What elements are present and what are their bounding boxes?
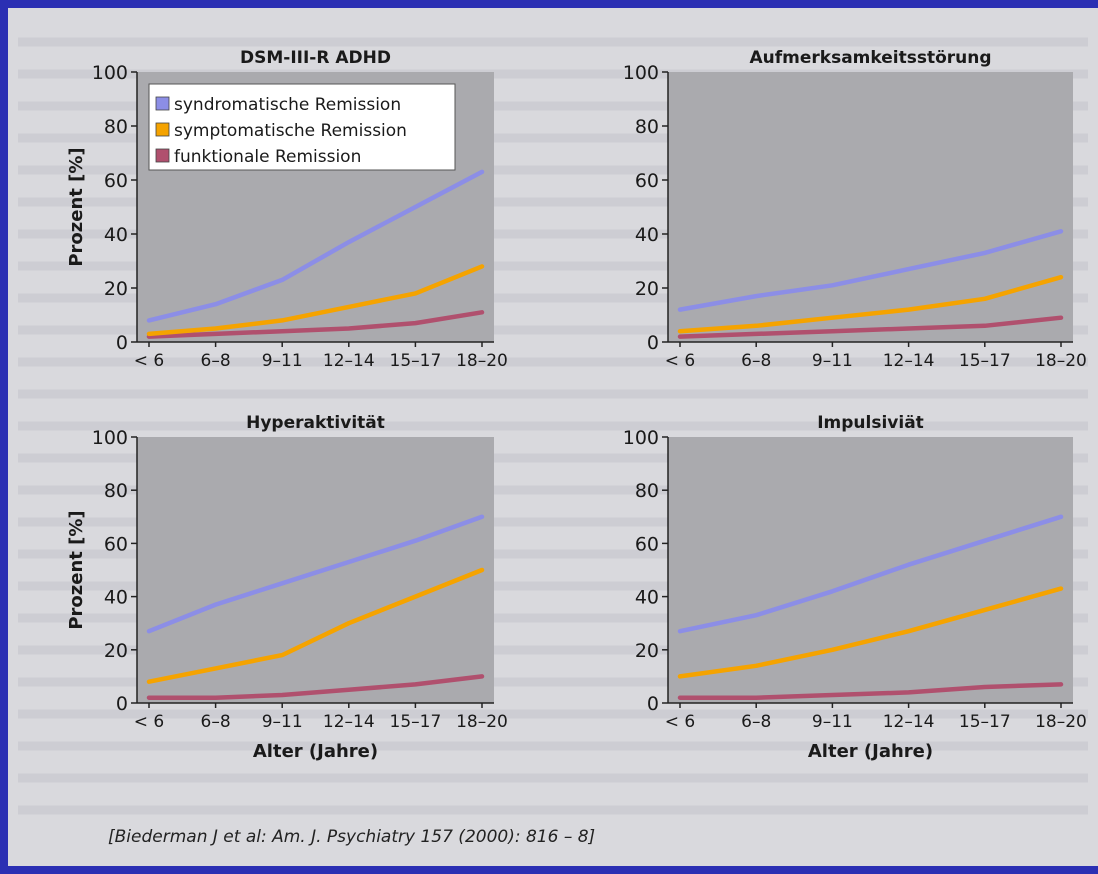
legend: syndromatische Remission symptomatische R… <box>148 83 456 171</box>
y-tick-label: 40 <box>635 224 659 246</box>
legend-entry: symptomatische Remission <box>174 121 407 141</box>
x-tick-label: 12–14 <box>883 351 935 371</box>
y-tick-label: 40 <box>635 587 659 609</box>
y-tick-label: 100 <box>623 62 659 84</box>
series-line-2 <box>677 274 1064 334</box>
chart-3: 0 20 40 60 80 100 < 6 6–8 9–11 12–14 15–17 18–20 Hyp… <box>66 413 508 762</box>
y-tick-label: 40 <box>104 587 128 609</box>
x-tick-label: < 6 <box>665 712 695 732</box>
x-tick-label: 6–8 <box>201 712 231 732</box>
x-axis-label: Alter (Jahre) <box>253 741 378 762</box>
x-tick-label: 6–8 <box>741 712 771 732</box>
x-tick-label: 15–17 <box>959 351 1011 371</box>
chart-1: 0 20 40 60 80 100 < 6 6–8 9–11 12–14 15–17 18–20 DSM… <box>66 48 508 371</box>
y-tick-label: 20 <box>635 640 659 662</box>
x-tick-label: 12–14 <box>883 712 935 732</box>
citation: [Biederman J et al: Am. J. Psychiatry 15… <box>108 827 596 847</box>
x-axis-label: Alter (Jahre) <box>808 741 933 762</box>
y-axis-label: Prozent [%] <box>66 147 87 266</box>
series-line-1 <box>146 514 485 634</box>
y-tick-label: 0 <box>647 332 659 354</box>
chart-title: Impulsiviät <box>817 413 924 433</box>
plot-area <box>668 72 1073 342</box>
legend-swatch <box>155 148 170 163</box>
y-tick-label: 40 <box>104 224 128 246</box>
y-tick-label: 60 <box>104 170 128 192</box>
series-line-3 <box>146 674 485 700</box>
x-tick-label: 15–17 <box>390 351 442 371</box>
series-line-1 <box>677 514 1064 634</box>
x-tick-label: 9–11 <box>812 712 853 732</box>
x-tick-label: 9–11 <box>262 712 303 732</box>
chart-4: 0 20 40 60 80 100 < 6 6–8 9–11 12–14 15–17 18–20 Imp… <box>623 413 1087 762</box>
x-tick-label: 15–17 <box>959 712 1011 732</box>
y-tick-label: 60 <box>635 533 659 555</box>
series-line-3 <box>677 315 1064 339</box>
series-line-2 <box>677 586 1064 679</box>
x-tick-label: < 6 <box>665 351 695 371</box>
chart-2: 0 20 40 60 80 100 < 6 6–8 9–11 12–14 15–17 18–20 Auf… <box>623 48 1087 371</box>
y-tick-label: 0 <box>116 693 128 715</box>
chart-title: Hyperaktivität <box>246 413 385 433</box>
series-line-2 <box>146 264 485 337</box>
x-tick-label: < 6 <box>134 712 164 732</box>
x-tick-label: < 6 <box>134 351 164 371</box>
x-tick-label: 18–20 <box>456 351 508 371</box>
x-tick-label: 6–8 <box>741 351 771 371</box>
x-tick-label: 18–20 <box>1035 712 1087 732</box>
series-line-3 <box>677 682 1064 700</box>
x-tick-label: 9–11 <box>812 351 853 371</box>
legend-box <box>148 83 456 171</box>
x-tick-label: 15–17 <box>390 712 442 732</box>
y-tick-label: 100 <box>92 62 128 84</box>
y-axis-label: Prozent [%] <box>66 510 87 629</box>
x-tick-label: 12–14 <box>323 712 375 732</box>
y-tick-label: 0 <box>647 693 659 715</box>
x-tick-label: 18–20 <box>1035 351 1087 371</box>
chart-title: Aufmerksamkeitsstörung <box>749 48 991 68</box>
legend-swatch <box>155 96 170 111</box>
y-tick-label: 0 <box>116 332 128 354</box>
chart-title: DSM-III-R ADHD <box>240 48 391 68</box>
y-tick-label: 100 <box>92 427 128 449</box>
legend-swatch <box>155 122 170 137</box>
series-line-2 <box>146 567 485 684</box>
y-tick-label: 100 <box>623 427 659 449</box>
y-tick-label: 60 <box>104 533 128 555</box>
legend-entry: syndromatische Remission <box>174 95 401 115</box>
y-tick-label: 80 <box>104 480 128 502</box>
y-tick-label: 60 <box>635 170 659 192</box>
x-tick-label: 12–14 <box>323 351 375 371</box>
y-tick-label: 20 <box>104 640 128 662</box>
legend-entry: funktionale Remission <box>174 147 361 167</box>
y-tick-label: 80 <box>104 116 128 138</box>
y-tick-label: 20 <box>635 278 659 300</box>
x-tick-label: 18–20 <box>456 712 508 732</box>
y-tick-label: 20 <box>104 278 128 300</box>
y-tick-label: 80 <box>635 116 659 138</box>
x-tick-label: 9–11 <box>262 351 303 371</box>
plot-area <box>668 437 1073 703</box>
series-line-1 <box>677 229 1064 312</box>
series-line-3 <box>146 310 485 339</box>
plot-area <box>137 437 494 703</box>
y-tick-label: 80 <box>635 480 659 502</box>
series-line-1 <box>146 169 485 323</box>
x-tick-label: 6–8 <box>201 351 231 371</box>
